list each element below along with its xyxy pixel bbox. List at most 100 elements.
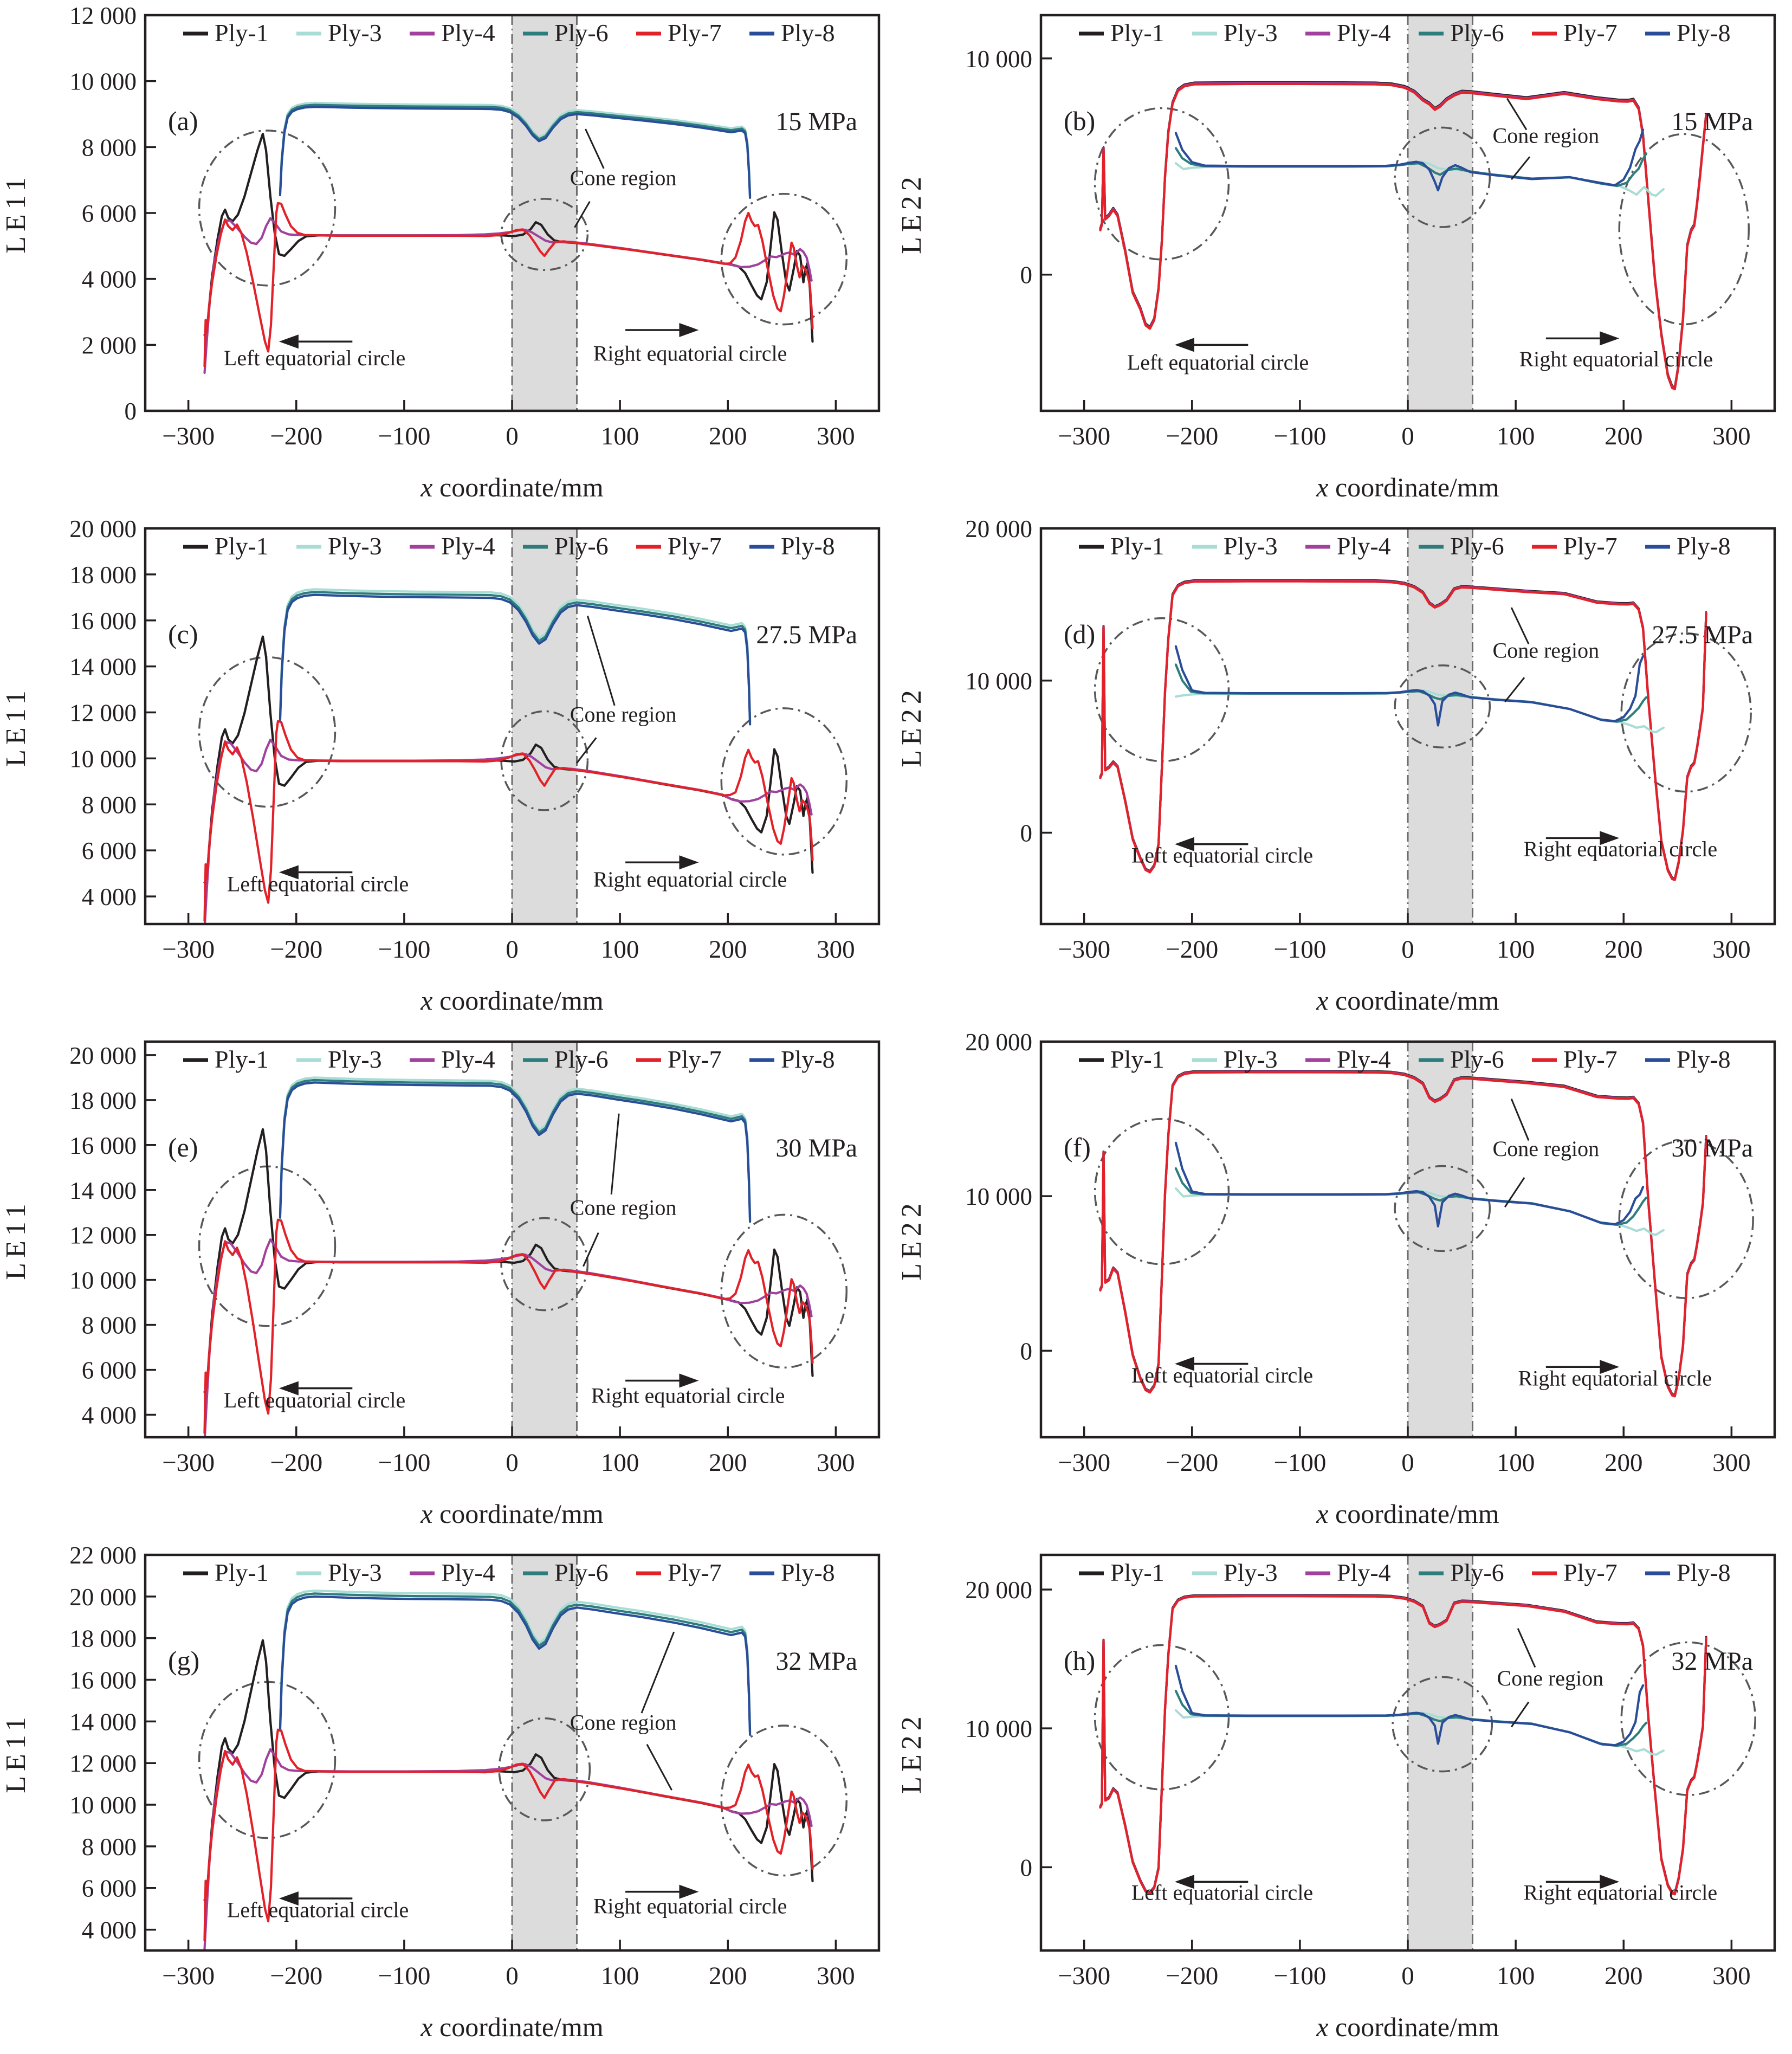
cone-leader (1510, 156, 1531, 180)
x-tick-label: −300 (162, 1449, 215, 1477)
series-ply-1 (203, 132, 814, 343)
left-circle-arrow-head (279, 334, 299, 349)
legend-label-ply-6: Ply-6 (554, 532, 609, 560)
panel-letter: (f) (1064, 1132, 1091, 1162)
x-tick-label: 100 (601, 935, 639, 964)
series-ply-4 (203, 217, 813, 374)
x-tick-label: −100 (1273, 1962, 1326, 1990)
right-circle-label: Right equatorial circle (1519, 347, 1713, 371)
x-tick-label: 0 (1401, 935, 1414, 964)
series-ply-7 (203, 720, 814, 922)
pressure-label: 27.5 MPa (1652, 621, 1753, 649)
series-ply-7 (1099, 82, 1707, 391)
x-tick-label: −200 (1166, 422, 1218, 450)
series-ply-3 (279, 101, 752, 195)
legend-label-ply-7: Ply-7 (668, 19, 722, 47)
y-tick-label: 0 (125, 398, 137, 425)
y-axis-title: LE11 (1, 1199, 31, 1280)
legend-label-ply-4: Ply-4 (1337, 532, 1391, 560)
cone-band (1408, 1555, 1473, 1950)
subplot-g: −300 −200 −100 0 100 200 300 4 000 6 000 8 000 10 … (0, 1540, 896, 2053)
cone-leader (583, 1232, 599, 1267)
x-tick-label: 200 (1605, 1962, 1643, 1990)
cone-leader (585, 128, 605, 169)
legend-label-ply-7: Ply-7 (1563, 1045, 1618, 1073)
cone-leader (576, 737, 597, 764)
x-tick-label: −100 (1273, 1449, 1326, 1477)
y-tick-label: 12 000 (69, 1750, 137, 1777)
legend-label-ply-6: Ply-6 (1450, 1045, 1504, 1073)
series-ply-8 (279, 1595, 752, 1736)
right-circle-arrow-head (679, 322, 699, 337)
series-ply-8 (279, 593, 752, 726)
cone-region-label: Cone region (570, 1195, 677, 1219)
left-circle-arrow-head (1174, 837, 1194, 851)
left-circle-arrow-head (279, 1891, 299, 1906)
right-circle-label: Right equatorial circle (593, 1894, 787, 1919)
legend-label-ply-1: Ply-1 (215, 1559, 269, 1586)
series-ply-7 (1099, 1595, 1707, 1896)
y-tick-label: 14 000 (69, 1708, 137, 1735)
cone-leader (646, 1743, 673, 1791)
panel-letter: (a) (168, 106, 198, 136)
y-tick-label: 10 000 (69, 1267, 137, 1294)
legend-label-ply-7: Ply-7 (668, 532, 722, 560)
series-ply-7 (203, 1728, 814, 1942)
y-tick-label: 0 (1020, 1854, 1033, 1881)
y-tick-label: 22 000 (69, 1542, 137, 1569)
cone-region-label: Cone region (1497, 1666, 1604, 1690)
legend-label-ply-3: Ply-3 (1224, 1045, 1278, 1073)
x-tick-label: 0 (1401, 1449, 1414, 1477)
legend-label-ply-7: Ply-7 (1563, 19, 1618, 47)
legend-label-ply-3: Ply-3 (1224, 532, 1278, 560)
left-circle-label: Left equatorial circle (227, 1898, 409, 1922)
dashed-circle-cone (1394, 664, 1491, 749)
x-tick-label: −200 (270, 1962, 322, 1990)
cone-band (1408, 15, 1473, 411)
legend-label-ply-3: Ply-3 (328, 1045, 382, 1073)
series-ply-7 (203, 1218, 814, 1435)
y-tick-label: 12 000 (69, 2, 137, 29)
y-tick-label: 10 000 (965, 1183, 1032, 1210)
y-axis-title: LE22 (896, 685, 927, 767)
x-tick-label: 300 (817, 1962, 855, 1990)
legend-label-ply-7: Ply-7 (1563, 1559, 1618, 1586)
legend-label-ply-7: Ply-7 (668, 1045, 722, 1073)
x-tick-label: 100 (601, 1962, 639, 1990)
left-circle-label: Left equatorial circle (1131, 1881, 1313, 1905)
y-tick-label: 20 000 (69, 515, 137, 542)
legend-label-ply-3: Ply-3 (328, 1559, 382, 1586)
left-circle-label: Left equatorial circle (1131, 1363, 1313, 1387)
subplot-f: −300 −200 −100 0 100 200 300 0 10 000 20 000 x coo… (896, 1026, 1791, 1540)
dashed-circle-right (720, 1724, 848, 1877)
x-tick-label: 0 (1401, 422, 1414, 450)
x-tick-label: 200 (709, 422, 747, 450)
y-axis-title: LE22 (896, 1198, 927, 1281)
legend-label-ply-8: Ply-8 (1677, 1045, 1731, 1073)
x-tick-label: −200 (270, 1449, 322, 1477)
y-tick-label: 10 000 (69, 745, 137, 772)
x-tick-label: 300 (817, 1449, 855, 1477)
series-ply-8 (279, 106, 752, 199)
x-tick-label: −200 (270, 422, 322, 450)
y-axis-title: LE22 (896, 172, 927, 254)
y-tick-label: 6 000 (82, 200, 137, 227)
right-circle-arrow-head (1600, 1360, 1620, 1374)
legend-label-ply-1: Ply-1 (215, 1045, 269, 1073)
dashed-circle-right (1618, 133, 1750, 326)
legend-label-ply-3: Ply-3 (328, 19, 382, 47)
y-tick-label: 10 000 (965, 46, 1032, 73)
legend-label-ply-4: Ply-4 (1337, 19, 1391, 47)
x-tick-label: 0 (506, 935, 519, 964)
x-tick-label: −200 (1166, 1962, 1218, 1990)
legend-label-ply-4: Ply-4 (1337, 1045, 1391, 1073)
dashed-circle-left (198, 130, 337, 287)
legend-label-ply-8: Ply-8 (781, 19, 835, 47)
y-tick-label: 8 000 (82, 1312, 137, 1339)
y-tick-label: 10 000 (965, 668, 1032, 695)
y-tick-label: 4 000 (82, 1402, 137, 1429)
subplot-d-svg: −300 −200 −100 0 100 200 300 0 10 000 20 000 x coo… (896, 515, 1776, 1016)
y-axis-title: LE22 (896, 1711, 927, 1794)
y-tick-label: 18 000 (69, 561, 137, 589)
